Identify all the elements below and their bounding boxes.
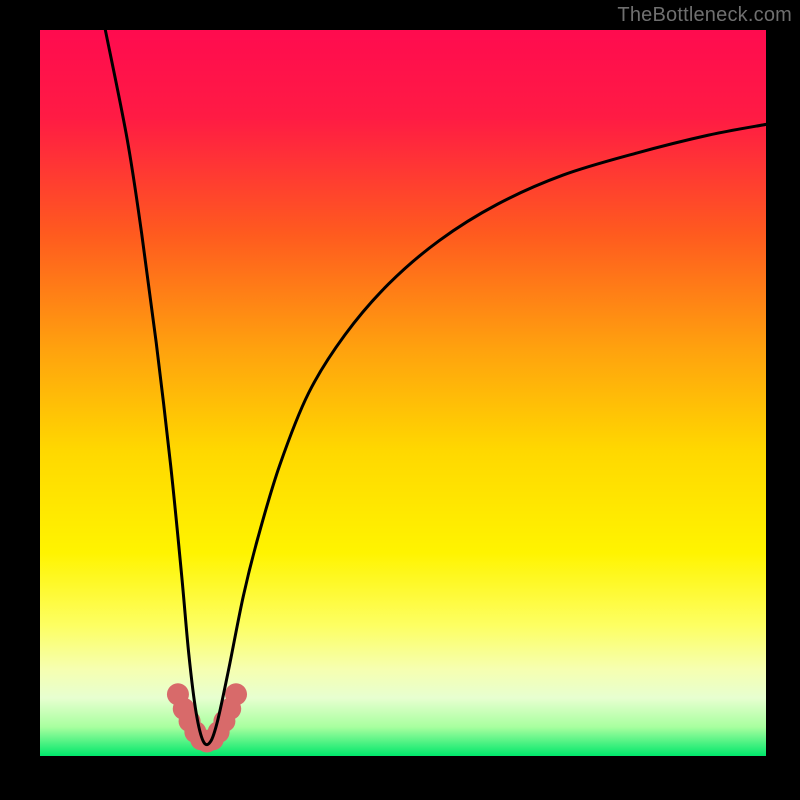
watermark-text: TheBottleneck.com [617, 4, 792, 27]
bottleneck-chart: TheBottleneck.com [0, 0, 800, 800]
marker-dot [225, 683, 247, 705]
chart-svg [0, 0, 800, 800]
plot-background [40, 30, 766, 756]
